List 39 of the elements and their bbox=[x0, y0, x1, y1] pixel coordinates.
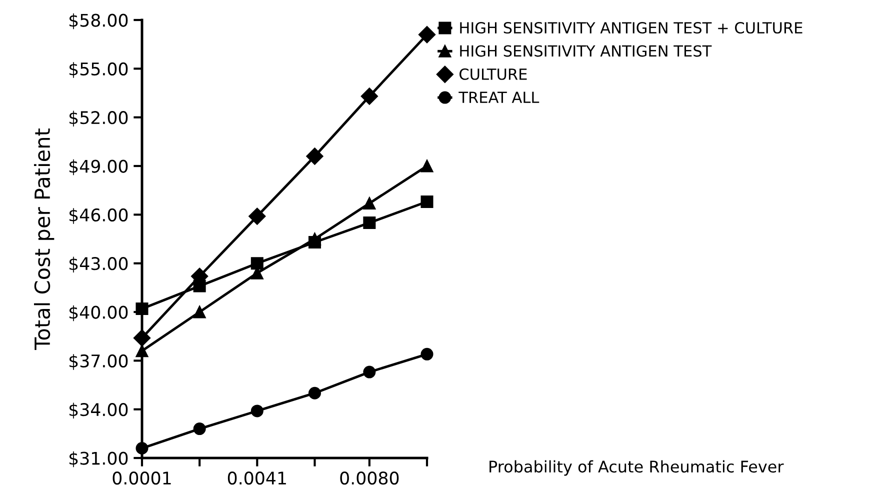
point bbox=[133, 329, 151, 347]
point bbox=[306, 148, 324, 165]
y-tick-label: $40.00 bbox=[70, 305, 128, 322]
legend-label: TREAT ALL bbox=[458, 92, 540, 103]
legend-label: CULTURE bbox=[460, 68, 527, 80]
point bbox=[193, 280, 206, 292]
x-tick-label: 0.0001 bbox=[112, 472, 171, 485]
y-tick-label: $46.00 bbox=[70, 208, 128, 224]
point bbox=[420, 348, 434, 360]
point bbox=[418, 26, 436, 44]
y-tick-label: $34.00 bbox=[70, 402, 128, 418]
point bbox=[363, 216, 376, 230]
point bbox=[308, 236, 321, 248]
y-tick-label: $31.00 bbox=[70, 451, 128, 468]
point bbox=[193, 422, 206, 436]
legend-label: HIGH SENSITIVITY ANTIGEN TEST bbox=[460, 45, 712, 57]
point bbox=[363, 197, 376, 210]
point bbox=[360, 88, 378, 105]
legend-label: HIGH SENSITIVITY ANTIGEN TEST + CULTURE bbox=[460, 22, 802, 34]
point bbox=[136, 344, 148, 358]
point bbox=[193, 306, 206, 318]
point bbox=[363, 366, 376, 378]
point bbox=[248, 208, 266, 225]
y-tick-label: $43.00 bbox=[70, 256, 128, 272]
y-tick-label: $49.00 bbox=[70, 159, 128, 176]
point bbox=[250, 404, 264, 418]
point bbox=[250, 257, 264, 270]
y-tick-label: $58.00 bbox=[70, 13, 128, 30]
point bbox=[420, 195, 434, 208]
y-tick-label: $37.00 bbox=[70, 354, 128, 370]
x-axis-title: Probability of Acute Rheumatic Fever bbox=[490, 460, 784, 476]
y-tick-label: $55.00 bbox=[70, 62, 128, 78]
point bbox=[420, 160, 434, 172]
x-tick-label: 0.0080 bbox=[340, 472, 399, 485]
y-axis-title: Total Cost per Patient bbox=[34, 128, 54, 350]
point bbox=[136, 442, 148, 455]
x-tick-label: 0.0041 bbox=[228, 472, 286, 485]
y-tick-label: $52.00 bbox=[70, 110, 128, 126]
point bbox=[308, 386, 321, 400]
